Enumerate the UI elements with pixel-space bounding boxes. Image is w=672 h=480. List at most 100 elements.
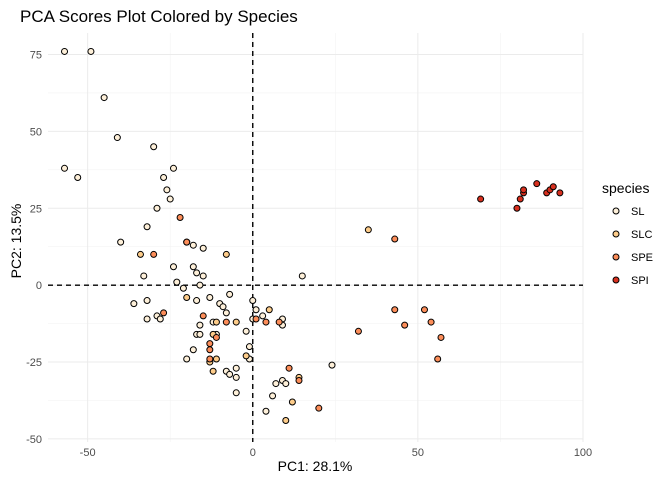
legend-key-spi: [612, 276, 620, 284]
data-point: [193, 297, 201, 305]
series-slc: [136, 226, 372, 424]
legend-key-sl: [612, 207, 620, 215]
data-point: [160, 174, 168, 182]
data-point: [516, 195, 524, 203]
data-point: [196, 330, 204, 338]
data-point: [143, 223, 151, 231]
series-spi: [477, 180, 564, 212]
data-point: [206, 293, 214, 301]
data-point: [169, 164, 177, 172]
data-point: [262, 318, 270, 326]
data-point: [183, 293, 191, 301]
legend-key-spe: [612, 253, 620, 261]
data-point: [391, 235, 399, 243]
data-point: [245, 343, 253, 351]
data-point: [364, 226, 372, 234]
data-point: [150, 250, 158, 258]
legend-title: species: [602, 180, 649, 196]
data-point: [232, 389, 240, 397]
data-point: [150, 143, 158, 151]
data-point: [206, 346, 214, 354]
data-point: [61, 47, 69, 55]
series-spe: [150, 214, 445, 412]
data-point: [328, 361, 336, 369]
data-point: [196, 321, 204, 329]
data-point: [282, 416, 290, 424]
data-point: [354, 327, 362, 335]
data-point: [212, 333, 220, 341]
data-point: [209, 367, 217, 375]
data-point: [232, 318, 240, 326]
data-point: [226, 290, 234, 298]
data-point: [61, 164, 69, 172]
data-point: [169, 263, 177, 271]
x-axis-title: PC1: 28.1%: [278, 458, 353, 474]
data-point: [189, 241, 197, 249]
data-point: [298, 272, 306, 280]
y-axis-title: PC2: 13.5%: [8, 204, 24, 279]
data-point: [193, 269, 201, 277]
data-point: [100, 94, 108, 102]
data-point: [249, 297, 257, 305]
data-point: [477, 195, 485, 203]
data-point: [189, 263, 197, 271]
reference-lines: [48, 33, 583, 442]
data-point: [420, 306, 428, 314]
data-point: [513, 204, 521, 212]
data-point: [282, 380, 290, 388]
data-point: [206, 355, 214, 363]
data-point: [295, 376, 303, 384]
data-point: [222, 318, 230, 326]
data-point: [212, 318, 220, 326]
legend-label-sl: SL: [631, 206, 644, 218]
data-point: [199, 312, 207, 320]
data-point: [242, 327, 250, 335]
data-point: [242, 352, 250, 360]
data-point: [183, 238, 191, 246]
data-point: [160, 309, 168, 317]
series-sl: [61, 47, 336, 415]
data-point: [437, 333, 445, 341]
data-point: [130, 300, 138, 308]
data-point: [196, 281, 204, 289]
data-point: [140, 272, 148, 280]
y-tick-label: 0: [36, 280, 42, 292]
data-point: [222, 250, 230, 258]
data-point: [206, 340, 214, 348]
data-point: [183, 355, 191, 363]
data-point: [275, 318, 283, 326]
data-point: [262, 407, 270, 415]
grid: [48, 33, 584, 442]
data-point: [533, 180, 541, 188]
data-point: [252, 315, 260, 323]
data-point: [391, 306, 399, 314]
x-tick-label: -50: [80, 447, 96, 459]
y-tick-label: -25: [26, 357, 42, 369]
data-point: [163, 186, 171, 194]
chart-title: PCA Scores Plot Colored by Species: [20, 7, 298, 26]
data-point: [143, 315, 151, 323]
data-point: [87, 47, 95, 55]
data-point: [219, 303, 227, 311]
legend-label-slc: SLC: [631, 229, 652, 241]
legend-label-spe: SPE: [631, 252, 653, 264]
data-point: [143, 297, 151, 305]
data-point: [199, 244, 207, 252]
data-point: [427, 318, 435, 326]
data-point: [222, 309, 230, 317]
data-point: [288, 398, 296, 406]
y-tick-label: -50: [26, 434, 42, 446]
data-point: [232, 364, 240, 372]
legend-label-spi: SPI: [631, 275, 649, 287]
data-point: [252, 306, 260, 314]
x-tick-label: 0: [250, 447, 256, 459]
data-point: [74, 174, 82, 182]
data-point: [117, 238, 125, 246]
y-tick-label: 75: [30, 50, 42, 62]
data-point: [173, 278, 181, 286]
data-point: [226, 370, 234, 378]
x-tick-label: 100: [574, 447, 592, 459]
x-tick-label: 50: [412, 447, 424, 459]
data-point: [166, 195, 174, 203]
data-point: [556, 189, 564, 197]
